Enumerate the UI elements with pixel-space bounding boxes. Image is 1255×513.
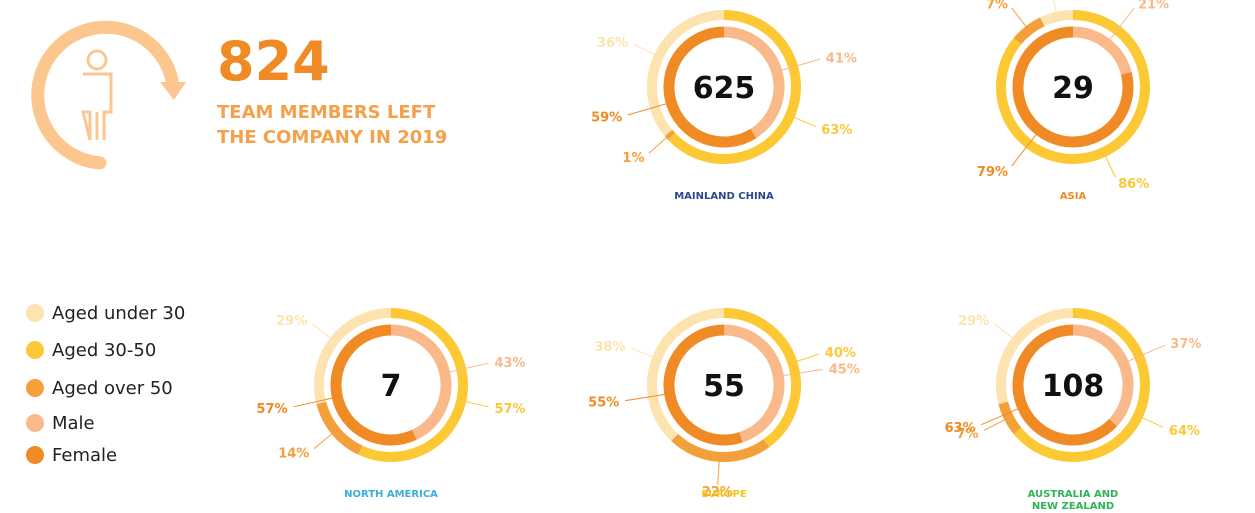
value-label: 7% [986, 0, 1008, 12]
headline-text: THE COMPANY IN 2019 [217, 127, 447, 148]
ring-segment [667, 10, 801, 164]
value-label: 37% [1170, 337, 1201, 352]
value-label: 45% [829, 362, 860, 377]
legend-swatch [26, 379, 44, 397]
leader-line [1137, 415, 1164, 429]
leader-line [630, 347, 658, 359]
ring-segment [330, 324, 417, 446]
ring-segment [671, 433, 770, 462]
ring-segment [647, 308, 725, 442]
leader-line [789, 115, 816, 128]
leader-line [1011, 130, 1040, 167]
leader-line [993, 323, 1017, 342]
leader-line [1123, 344, 1165, 364]
headline-value: 824 [217, 30, 330, 93]
ring-segment [1013, 17, 1045, 45]
leader-line [717, 456, 720, 485]
leader-line [792, 353, 820, 364]
value-label: 22% [702, 485, 733, 500]
value-label: 29% [958, 314, 989, 329]
chart-title: AUSTRALIA AND NEW ZEALAND [1027, 489, 1119, 512]
chart-title: NORTH AMERICA [344, 489, 438, 500]
ring-segment [1072, 324, 1134, 427]
value-label: 41% [826, 51, 857, 66]
value-label: 63% [945, 421, 976, 436]
ring-segment [314, 308, 392, 405]
ring-segment [723, 26, 785, 139]
legend-swatch [26, 446, 44, 464]
value-label: 36% [597, 36, 628, 51]
ring-segment [723, 324, 785, 443]
value-label: 57% [494, 402, 525, 417]
center-total: 55 [703, 369, 745, 404]
center-total: 625 [693, 71, 756, 106]
chart-title: MAINLAND CHINA [674, 191, 774, 202]
ring-segment [1040, 10, 1074, 27]
ring-segment [996, 10, 1150, 164]
chart-title: ASIA [1059, 191, 1087, 202]
ring-segment [663, 26, 757, 148]
ring-segment [1013, 308, 1150, 462]
value-label: 59% [591, 111, 622, 126]
value-label: 21% [1138, 0, 1169, 12]
legend-label: Aged over 50 [52, 378, 173, 399]
value-label: 57% [256, 402, 287, 417]
leader-line [1103, 151, 1117, 178]
value-label: 86% [1118, 177, 1149, 192]
leader-line [1106, 7, 1135, 44]
legend-label: Male [52, 413, 95, 434]
legend-swatch [26, 341, 44, 359]
leader-line [627, 101, 672, 116]
person-icon [31, 20, 186, 170]
leader-line [1053, 0, 1058, 17]
leader-line [311, 323, 335, 342]
legend-label: Aged 30-50 [52, 340, 156, 361]
leader-line [461, 400, 489, 408]
value-label: 38% [594, 340, 625, 355]
legend-label: Aged under 30 [52, 303, 185, 324]
value-label: 43% [494, 356, 525, 371]
value-label: 14% [278, 447, 309, 462]
value-label: 63% [821, 123, 852, 138]
leader-line [625, 393, 670, 402]
center-total: 7 [381, 369, 402, 404]
leader-line [778, 368, 823, 377]
center-total: 29 [1052, 71, 1094, 106]
center-total: 108 [1042, 369, 1105, 404]
ring-segment [1012, 26, 1134, 148]
leader-line [983, 417, 1010, 431]
chart-title: EUROPE [701, 489, 747, 500]
value-label: 40% [825, 346, 856, 361]
value-label: 55% [588, 396, 619, 411]
ring-segment [996, 308, 1074, 405]
leader-line [633, 43, 660, 57]
headline-text: TEAM MEMBERS LEFT [217, 102, 436, 123]
ring-segment [390, 324, 452, 440]
legend-swatch [26, 414, 44, 432]
ring-segment [1072, 26, 1132, 75]
value-label: 7% [956, 427, 978, 442]
legend-swatch [26, 304, 44, 322]
leader-line [293, 396, 338, 408]
value-label: 79% [977, 165, 1008, 180]
value-label: 29% [276, 314, 307, 329]
leader-line [776, 58, 821, 73]
leader-line [1011, 7, 1030, 31]
leader-line [313, 430, 336, 450]
ring-segment [316, 401, 363, 455]
value-label: 64% [1169, 424, 1200, 439]
leader-line [981, 406, 1023, 426]
ring-segment [358, 308, 468, 462]
value-label: 1% [622, 151, 644, 166]
leader-line [444, 362, 489, 374]
leader-line [648, 134, 671, 154]
ring-segment [998, 401, 1022, 435]
ring-segment [663, 324, 743, 446]
legend-label: Female [52, 445, 117, 466]
